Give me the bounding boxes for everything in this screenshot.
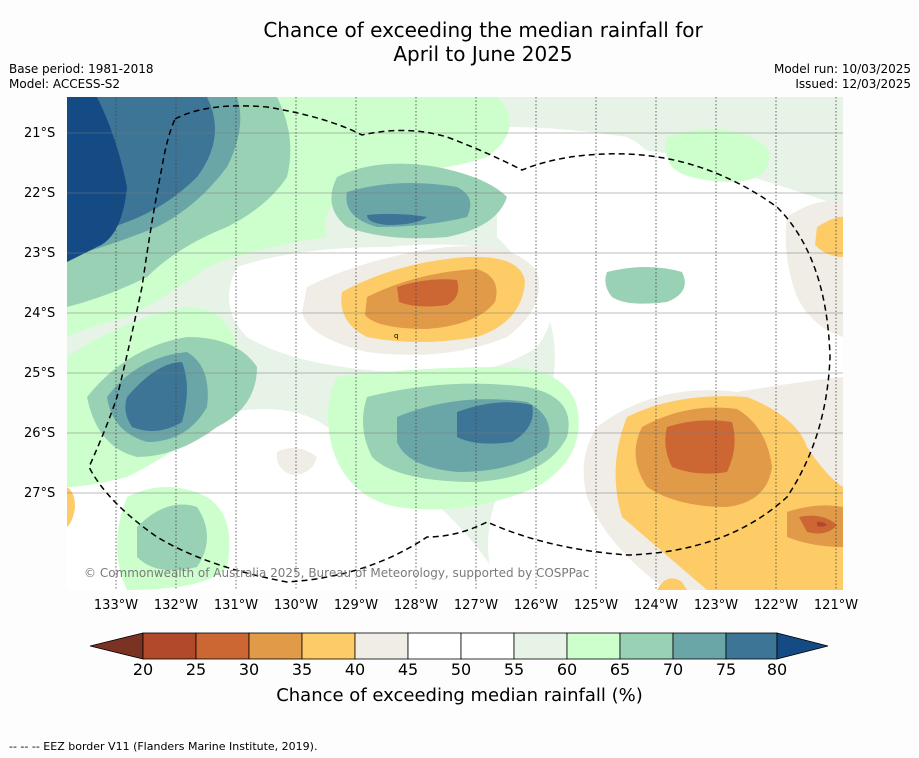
- colorbar-bin-60-65: [566, 632, 621, 660]
- field-75-80-west: [125, 362, 187, 431]
- colorbar-tick-40: 40: [344, 660, 366, 679]
- latitude-gridlines: [67, 132, 843, 494]
- colorbar-tick-75: 75: [715, 660, 737, 679]
- colorbar-bin-75-80: [725, 632, 778, 660]
- info-right: Model run: 10/03/2025 Issued: 12/03/2025: [774, 62, 911, 92]
- eez-border: [88, 105, 831, 583]
- title-line-2: April to June 2025: [393, 42, 573, 66]
- colorbar-bin-50-55: [460, 632, 515, 660]
- colorbar: [89, 632, 830, 664]
- lon-label-124w: 124°W: [633, 598, 679, 613]
- colorbar-tick-70: 70: [662, 660, 684, 679]
- colorbar-tick-30: 30: [238, 660, 260, 679]
- field-25-30-southeast: [665, 420, 735, 474]
- lat-label-26s: 26°S: [24, 426, 56, 441]
- longitude-gridlines: [115, 97, 837, 590]
- field-20-25-southeast: [817, 521, 827, 527]
- lon-label-123w: 123°W: [693, 598, 739, 613]
- lat-label-27s: 27°S: [24, 486, 56, 501]
- colorbar-label: Chance of exceeding median rainfall (%): [276, 685, 643, 706]
- map-svg: q: [67, 97, 843, 590]
- title-line-1: Chance of exceeding the median rainfall …: [263, 18, 703, 42]
- colorbar-bin-70-75: [672, 632, 727, 660]
- colorbar-tick-20: 20: [132, 660, 154, 679]
- lon-label-122w: 122°W: [753, 598, 799, 613]
- lat-label-23s: 23°S: [24, 246, 56, 261]
- lat-label-22s: 22°S: [24, 186, 56, 201]
- field-65-70-east: [605, 267, 685, 304]
- lat-label-24s: 24°S: [24, 306, 56, 321]
- field-35-40-south-bottom: [657, 578, 687, 590]
- colorbar-bin-20-25: [142, 632, 197, 660]
- lon-label-131w: 131°W: [213, 598, 259, 613]
- lon-label-129w: 129°W: [333, 598, 379, 613]
- colorbar-high-arrow: [776, 632, 829, 660]
- colorbar-bin-55-60: [513, 632, 568, 660]
- lon-label-133w: 133°W: [93, 598, 139, 613]
- colorbar-bin-35-40: [301, 632, 356, 660]
- model-run-text: Model run: 10/03/2025: [773, 62, 911, 76]
- colorbar-bin-45-50: [407, 632, 462, 660]
- eez-footnote: -- -- -- EEZ border V11 (Flanders Marine…: [9, 740, 318, 753]
- rainfall-map: q: [67, 97, 843, 590]
- field-60-65-northeast: [665, 129, 769, 182]
- colorbar-tick-65: 65: [609, 660, 631, 679]
- lon-label-126w: 126°W: [513, 598, 559, 613]
- lon-label-132w: 132°W: [153, 598, 199, 613]
- lon-label-121w: 121°W: [813, 598, 859, 613]
- colorbar-tick-55: 55: [503, 660, 525, 679]
- colorbar-tick-50: 50: [450, 660, 472, 679]
- colorbar-bin-65-70: [619, 632, 674, 660]
- copyright-text: © Commonwealth of Australia 2025, Bureau…: [84, 566, 590, 580]
- field-40-45-patch: [276, 448, 317, 475]
- model-text: Model: ACCESS-S2: [9, 77, 121, 91]
- lon-label-127w: 127°W: [453, 598, 499, 613]
- colorbar-tick-25: 25: [185, 660, 207, 679]
- lon-label-130w: 130°W: [273, 598, 319, 613]
- colorbar-low-arrow: [89, 632, 144, 660]
- contour-mark-q: q: [394, 332, 398, 340]
- colorbar-tick-35: 35: [291, 660, 313, 679]
- field-35-40-west-edge: [67, 487, 75, 527]
- info-left: Base period: 1981-2018 Model: ACCESS-S2: [9, 62, 154, 92]
- base-period-text: Base period: 1981-2018: [9, 62, 154, 76]
- colorbar-tick-80: 80: [766, 660, 788, 679]
- field-25-30-centre: [397, 279, 459, 307]
- field-80-plus-northwest: [67, 97, 127, 262]
- lon-label-128w: 128°W: [393, 598, 439, 613]
- colorbar-svg: [89, 632, 829, 660]
- lat-label-25s: 25°S: [24, 366, 56, 381]
- chart-title: Chance of exceeding the median rainfall …: [0, 18, 919, 66]
- lon-label-125w: 125°W: [573, 598, 619, 613]
- issued-text: Issued: 12/03/2025: [795, 77, 911, 91]
- field-75-80-north-centre: [367, 213, 427, 225]
- lat-label-21s: 21°S: [24, 126, 56, 141]
- colorbar-bin-30-35: [248, 632, 303, 660]
- colorbar-bin-25-30: [195, 632, 250, 660]
- colorbar-bin-40-45: [354, 632, 409, 660]
- colorbar-tick-60: 60: [556, 660, 578, 679]
- colorbar-tick-45: 45: [397, 660, 419, 679]
